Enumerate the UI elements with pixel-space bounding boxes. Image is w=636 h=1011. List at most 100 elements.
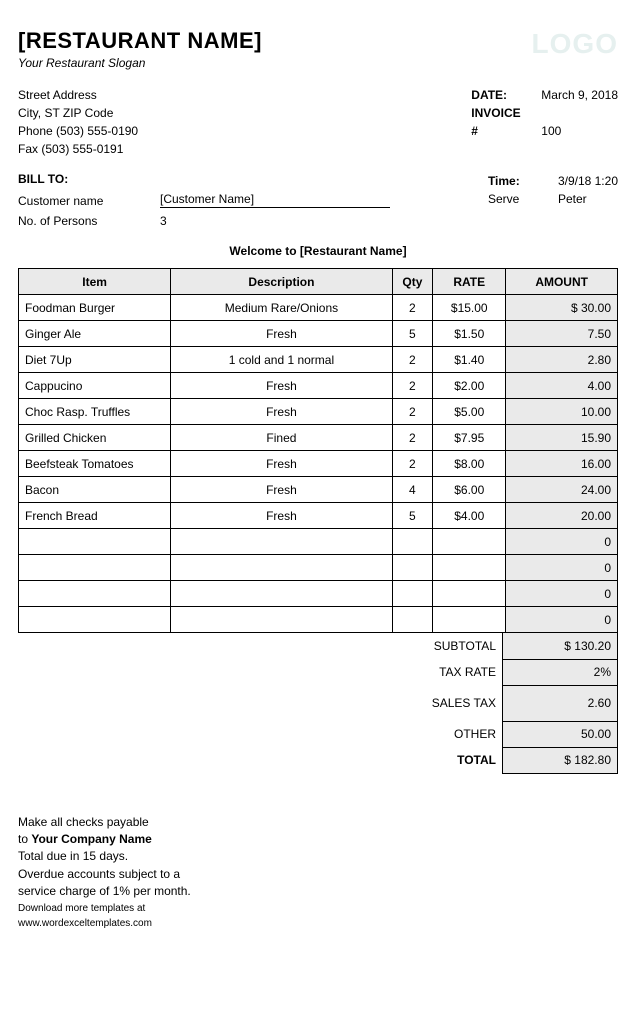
- table-row: Foodman BurgerMedium Rare/Onions2$15.00$…: [19, 295, 618, 321]
- cell-qty: [392, 607, 433, 633]
- cell-qty: 2: [392, 347, 433, 373]
- cell-amount: 4.00: [506, 373, 618, 399]
- footer-payable-2: to: [18, 832, 31, 846]
- taxrate-label: TAX RATE: [426, 659, 503, 685]
- invoice-meta: DATE: March 9, 2018 INVOICE # 100: [471, 86, 618, 158]
- footer-company: Your Company Name: [31, 832, 151, 846]
- cell-amount: 15.90: [506, 425, 618, 451]
- table-row: CappucinoFresh2$2.004.00: [19, 373, 618, 399]
- cell-item: Beefsteak Tomatoes: [19, 451, 171, 477]
- cell-description: [171, 581, 392, 607]
- col-item: Item: [19, 269, 171, 295]
- bill-to-block: BILL TO: Customer name [Customer Name] N…: [18, 172, 390, 234]
- cell-item: [19, 529, 171, 555]
- cell-rate: $2.00: [433, 373, 506, 399]
- table-row: BaconFresh4$6.0024.00: [19, 477, 618, 503]
- cell-amount: 16.00: [506, 451, 618, 477]
- cell-qty: 2: [392, 425, 433, 451]
- other-value: 50.00: [503, 721, 618, 747]
- col-description: Description: [171, 269, 392, 295]
- cell-item: Ginger Ale: [19, 321, 171, 347]
- cell-rate: $7.95: [433, 425, 506, 451]
- cell-qty: [392, 555, 433, 581]
- table-row: 0: [19, 529, 618, 555]
- salestax-label: SALES TAX: [426, 685, 503, 721]
- cell-rate: [433, 555, 506, 581]
- cell-rate: $1.50: [433, 321, 506, 347]
- cell-description: Fresh: [171, 373, 392, 399]
- cell-item: Bacon: [19, 477, 171, 503]
- cell-amount: 24.00: [506, 477, 618, 503]
- table-row: Ginger AleFresh5$1.507.50: [19, 321, 618, 347]
- cell-qty: [392, 529, 433, 555]
- invoice-number: 100: [541, 122, 561, 140]
- cell-rate: $5.00: [433, 399, 506, 425]
- cell-amount: 0: [506, 581, 618, 607]
- cell-rate: $8.00: [433, 451, 506, 477]
- cell-rate: $1.40: [433, 347, 506, 373]
- cell-description: [171, 555, 392, 581]
- cell-qty: 2: [392, 399, 433, 425]
- cell-item: [19, 555, 171, 581]
- cell-description: Fresh: [171, 477, 392, 503]
- date-value: March 9, 2018: [541, 86, 618, 104]
- footer-block: Make all checks payable to Your Company …: [18, 814, 198, 932]
- cell-rate: $15.00: [433, 295, 506, 321]
- cell-amount: 7.50: [506, 321, 618, 347]
- cell-description: [171, 529, 392, 555]
- footer-due: Total due in 15 days.: [18, 848, 198, 865]
- cell-item: Cappucino: [19, 373, 171, 399]
- time-label: Time:: [488, 172, 558, 190]
- col-rate: RATE: [433, 269, 506, 295]
- cell-qty: [392, 581, 433, 607]
- customer-name-label: Customer name: [18, 194, 160, 208]
- cell-amount: 0: [506, 607, 618, 633]
- logo-placeholder: LOGO: [532, 28, 618, 60]
- cell-qty: 2: [392, 295, 433, 321]
- cell-item: [19, 607, 171, 633]
- table-row: Grilled ChickenFined2$7.9515.90: [19, 425, 618, 451]
- cell-rate: [433, 529, 506, 555]
- salestax-value: 2.60: [503, 685, 618, 721]
- service-meta: Time: 3/9/18 1:20 Serve Peter: [488, 172, 618, 234]
- bill-to-label: BILL TO:: [18, 172, 390, 186]
- cell-description: 1 cold and 1 normal: [171, 347, 392, 373]
- cell-amount: 0: [506, 529, 618, 555]
- cell-rate: [433, 581, 506, 607]
- serve-value: Peter: [558, 190, 587, 208]
- phone: Phone (503) 555-0190: [18, 122, 138, 140]
- cell-description: Fresh: [171, 321, 392, 347]
- time-value: 3/9/18 1:20: [558, 172, 618, 190]
- persons-label: No. of Persons: [18, 214, 160, 228]
- footer-payable-1: Make all checks payable: [18, 814, 198, 831]
- table-row: 0: [19, 607, 618, 633]
- cell-item: Diet 7Up: [19, 347, 171, 373]
- totals-table: SUBTOTAL $ 130.20 TAX RATE 2% SALES TAX …: [426, 633, 619, 774]
- address-block: Street Address City, ST ZIP Code Phone (…: [18, 86, 138, 158]
- cell-description: Fresh: [171, 399, 392, 425]
- cell-item: French Bread: [19, 503, 171, 529]
- cell-qty: 2: [392, 373, 433, 399]
- items-table: Item Description Qty RATE AMOUNT Foodman…: [18, 268, 618, 633]
- serve-label: Serve: [488, 190, 558, 208]
- cell-item: Choc Rasp. Truffles: [19, 399, 171, 425]
- subtotal-value: $ 130.20: [503, 633, 618, 659]
- cell-rate: [433, 607, 506, 633]
- customer-name-value: [Customer Name]: [160, 192, 390, 208]
- table-row: Diet 7Up1 cold and 1 normal2$1.402.80: [19, 347, 618, 373]
- cell-amount: 20.00: [506, 503, 618, 529]
- footer-overdue: Overdue accounts subject to a service ch…: [18, 866, 198, 901]
- city-state-zip: City, ST ZIP Code: [18, 104, 138, 122]
- table-row: 0: [19, 555, 618, 581]
- cell-qty: 5: [392, 321, 433, 347]
- invoice-label-2: #: [471, 122, 541, 140]
- subtotal-label: SUBTOTAL: [426, 633, 503, 659]
- cell-qty: 2: [392, 451, 433, 477]
- date-label: DATE:: [471, 86, 541, 104]
- footer-download: Download more templates at www.wordexcel…: [18, 902, 198, 931]
- cell-qty: 4: [392, 477, 433, 503]
- table-row: 0: [19, 581, 618, 607]
- cell-amount: $ 30.00: [506, 295, 618, 321]
- street-address: Street Address: [18, 86, 138, 104]
- cell-description: [171, 607, 392, 633]
